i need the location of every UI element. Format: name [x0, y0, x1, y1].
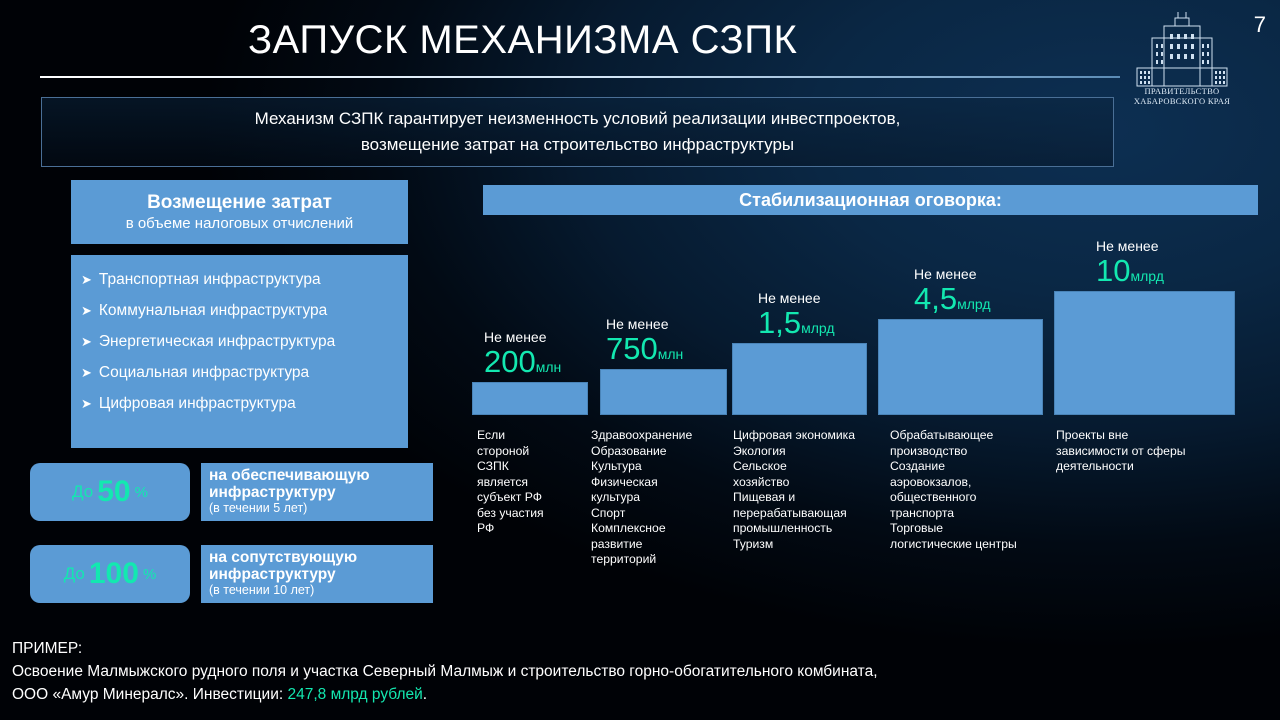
percent-badge-1: До 50 % [30, 463, 190, 521]
bar-group-4: Не менее 4,5млрд [878, 226, 1043, 415]
bar-1 [472, 382, 588, 415]
list-item: ➤ Социальная инфраструктура [81, 364, 408, 382]
bar-caption-1: Если стороной СЗПК является субъект РФ б… [477, 428, 544, 535]
list-item: ➤ Цифровая инфраструктура [81, 395, 408, 413]
title-divider [40, 76, 1120, 78]
bar-prefix-1: Не менее [484, 329, 547, 345]
list-item-label: Энергетическая инфраструктура [98, 333, 336, 350]
bar-caption-3: Цифровая экономика Экология Сельское хоз… [733, 428, 856, 551]
threshold-bar-chart: Не менее 200млн Не менее 750млн Не менее… [460, 220, 1260, 415]
percent-value: 100 [88, 557, 139, 590]
chevron-right-bullet-icon: ➤ [81, 396, 92, 411]
percent-description-title: на обеспечивающую инфраструктуру [209, 467, 370, 501]
bar-unit-2: млн [657, 346, 684, 362]
bar-group-2: Не менее 750млн [600, 226, 727, 415]
percent-badge-2: До 100 % [30, 545, 190, 603]
percent-prefix: До [63, 564, 85, 583]
bar-label-1: Не менее 200млн [484, 329, 664, 379]
bar-4 [878, 319, 1043, 415]
percent-sign: % [142, 565, 157, 583]
example-line-3-pre: ООО «Амур Минералс». Инвестиции: [12, 686, 288, 703]
percent-description-title: на сопутствующую инфраструктуру [209, 549, 358, 583]
chevron-right-bullet-icon: ➤ [81, 303, 92, 318]
bar-unit-5: млрд [1130, 268, 1164, 284]
banner-line-1: Механизм СЗПК гарантирует неизменность у… [254, 109, 901, 128]
bar-caption-5: Проекты вне зависимости от сферы деятель… [1056, 428, 1186, 473]
percent-description-2: на сопутствующую инфраструктуру (в течен… [201, 545, 433, 603]
list-item-label: Социальная инфраструктура [98, 364, 310, 381]
chevron-right-bullet-icon: ➤ [81, 334, 92, 349]
bar-prefix-5: Не менее [1096, 238, 1159, 254]
bar-5 [1054, 291, 1235, 415]
chevron-right-bullet-icon: ➤ [81, 365, 92, 380]
chevron-right-bullet-icon: ➤ [81, 272, 92, 287]
percent-description-note: (в течении 5 лет) [209, 501, 308, 515]
bar-group-5: Не менее 10млрд [1054, 226, 1235, 415]
logo-caption-line2: ХАБАРОВСКОГО КРАЯ [1133, 96, 1231, 106]
bar-value-3: 1,5 [758, 305, 802, 340]
list-item: ➤ Транспортная инфраструктура [81, 271, 408, 289]
bar-unit-1: млн [535, 359, 562, 375]
logo-caption: ПРАВИТЕЛЬСТВО ХАБАРОВСКОГО КРАЯ [1112, 86, 1252, 106]
percent-prefix: До [72, 482, 94, 501]
bar-2 [600, 369, 727, 415]
bar-unit-4: млрд [957, 296, 991, 312]
bar-group-3: Не менее 1,5млрд [732, 226, 867, 415]
infrastructure-list: ➤ Транспортная инфраструктура ➤ Коммунал… [71, 255, 408, 448]
list-item: ➤ Энергетическая инфраструктура [81, 333, 408, 351]
list-item-label: Транспортная инфраструктура [98, 271, 321, 288]
list-item: ➤ Коммунальная инфраструктура [81, 302, 408, 320]
list-item-label: Коммунальная инфраструктура [98, 302, 328, 319]
bar-caption-2: Здравоохранение Образование Культура Физ… [591, 428, 693, 566]
percent-value: 50 [97, 475, 131, 508]
left-panel-heading-bold: Возмещение затрат [147, 192, 332, 213]
logo-caption-line1: ПРАВИТЕЛЬСТВО [1144, 86, 1220, 96]
bar-value-4: 4,5 [914, 281, 958, 316]
bar-3 [732, 343, 867, 415]
example-footer: ПРИМЕР: Освоение Малмыжского рудного пол… [12, 637, 1272, 706]
summary-banner: Механизм СЗПК гарантирует неизменность у… [41, 97, 1114, 167]
left-panel-heading: Возмещение затрат в объеме налоговых отч… [71, 180, 408, 244]
government-building-logo-icon [1112, 8, 1252, 100]
bar-label-2: Не менее 750млн [606, 316, 786, 366]
stabilization-clause-heading: Стабилизационная оговорка: [483, 185, 1258, 215]
example-label: ПРИМЕР: [12, 640, 83, 657]
page-title: ЗАПУСК МЕХАНИЗМА СЗПК [248, 18, 798, 62]
example-line-2: Освоение Малмыжского рудного поля и учас… [12, 663, 878, 680]
bar-label-3: Не менее 1,5млрд [758, 290, 938, 340]
bar-unit-3: млрд [801, 320, 835, 336]
example-investment-amount: 247,8 млрд рублей [287, 686, 423, 703]
left-panel-heading-sub: в объеме налоговых отчислений [125, 215, 354, 232]
example-line-3: ООО «Амур Минералс». Инвестиции: 247,8 м… [12, 683, 1272, 706]
bar-prefix-3: Не менее [758, 290, 821, 306]
percent-description-1: на обеспечивающую инфраструктуру (в тече… [201, 463, 433, 521]
page-number: 7 [1253, 12, 1266, 37]
percent-sign: % [134, 483, 148, 501]
bar-group-1: Не менее 200млн [472, 226, 588, 415]
bar-prefix-4: Не менее [914, 266, 977, 282]
percent-description-note: (в течении 10 лет) [209, 583, 315, 597]
bar-value-1: 200 [484, 344, 536, 379]
bar-value-2: 750 [606, 331, 658, 366]
bar-value-5: 10 [1096, 253, 1131, 288]
bar-prefix-2: Не менее [606, 316, 669, 332]
list-item-label: Цифровая инфраструктура [98, 395, 296, 412]
bar-label-5: Не менее 10млрд [1096, 238, 1276, 288]
example-line-3-post: . [422, 686, 428, 703]
bar-caption-4: Обрабатывающее производство Создание аэр… [890, 428, 1017, 551]
bar-label-4: Не менее 4,5млрд [914, 266, 1094, 316]
banner-line-2: возмещение затрат на строительство инфра… [360, 135, 795, 154]
